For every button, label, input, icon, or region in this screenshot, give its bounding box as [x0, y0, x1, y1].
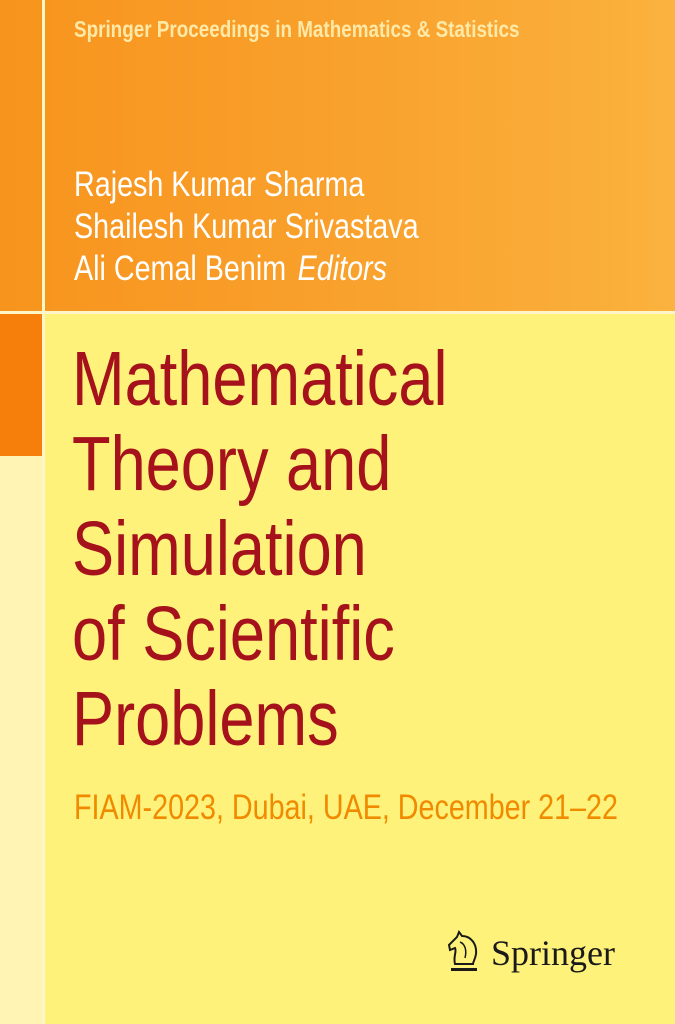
- series-title: Springer Proceedings in Mathematics & St…: [74, 16, 520, 42]
- publisher-logo: Springer: [447, 930, 615, 976]
- editor-name: Shailesh Kumar Srivastava: [74, 207, 419, 246]
- top-band: [0, 0, 675, 311]
- left-strip-orange: [0, 314, 42, 456]
- editor-name: Rajesh Kumar Sharma: [74, 165, 365, 204]
- vertical-divider: [42, 0, 45, 1024]
- title-line: of Scientific: [72, 591, 395, 677]
- subtitle: FIAM-2023, Dubai, UAE, December 21–22: [74, 788, 618, 827]
- editor-name: Ali Cemal Benim: [74, 249, 287, 288]
- title-line: Theory and: [72, 421, 392, 507]
- knight-horse-icon: [447, 930, 478, 971]
- publisher-name: Springer: [491, 933, 615, 973]
- editors-label: Editors: [297, 249, 387, 288]
- horizontal-divider: [0, 311, 675, 314]
- left-strip-pale: [0, 456, 42, 1024]
- title-line: Mathematical: [72, 336, 448, 422]
- title-line: Problems: [72, 676, 339, 762]
- title-line: Simulation: [72, 506, 367, 592]
- editor-line: Ali Cemal Benim Editors: [74, 249, 387, 289]
